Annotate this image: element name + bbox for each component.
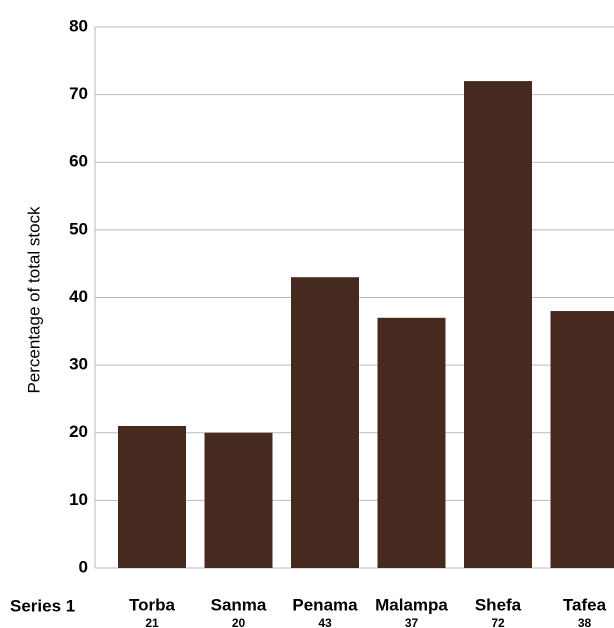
data-table-value: 20 xyxy=(232,616,246,628)
bar xyxy=(377,317,446,568)
x-tick-label: Penama xyxy=(292,595,358,614)
bar xyxy=(464,81,532,568)
data-table-value: 38 xyxy=(578,616,592,628)
y-tick-label: 40 xyxy=(69,287,88,306)
y-tick-label: 70 xyxy=(69,84,88,103)
y-tick-label: 30 xyxy=(69,355,88,374)
x-tick-label: Sanma xyxy=(211,595,267,614)
data-table-value: 21 xyxy=(145,616,159,628)
x-tick-label: Tafea xyxy=(563,595,607,614)
x-tick-label: Shefa xyxy=(475,595,522,614)
y-tick-label: 80 xyxy=(69,16,88,35)
data-table-value: 37 xyxy=(405,616,419,628)
x-tick-label: Torba xyxy=(129,595,176,614)
data-table-value: 43 xyxy=(318,616,332,628)
series-name: Series 1 xyxy=(10,596,75,615)
y-axis-label: Percentage of total stock xyxy=(24,206,43,394)
y-tick-label: 10 xyxy=(69,490,88,509)
y-tick-label: 0 xyxy=(79,557,88,576)
x-tick-label: Malampa xyxy=(375,595,448,614)
y-tick-label: 50 xyxy=(69,219,88,238)
bar xyxy=(204,432,273,568)
data-table-value: 72 xyxy=(491,616,505,628)
y-tick-label: 20 xyxy=(69,422,88,441)
bar xyxy=(550,311,614,568)
bar xyxy=(291,277,359,568)
y-tick-label: 60 xyxy=(69,152,88,171)
bar xyxy=(118,425,186,568)
